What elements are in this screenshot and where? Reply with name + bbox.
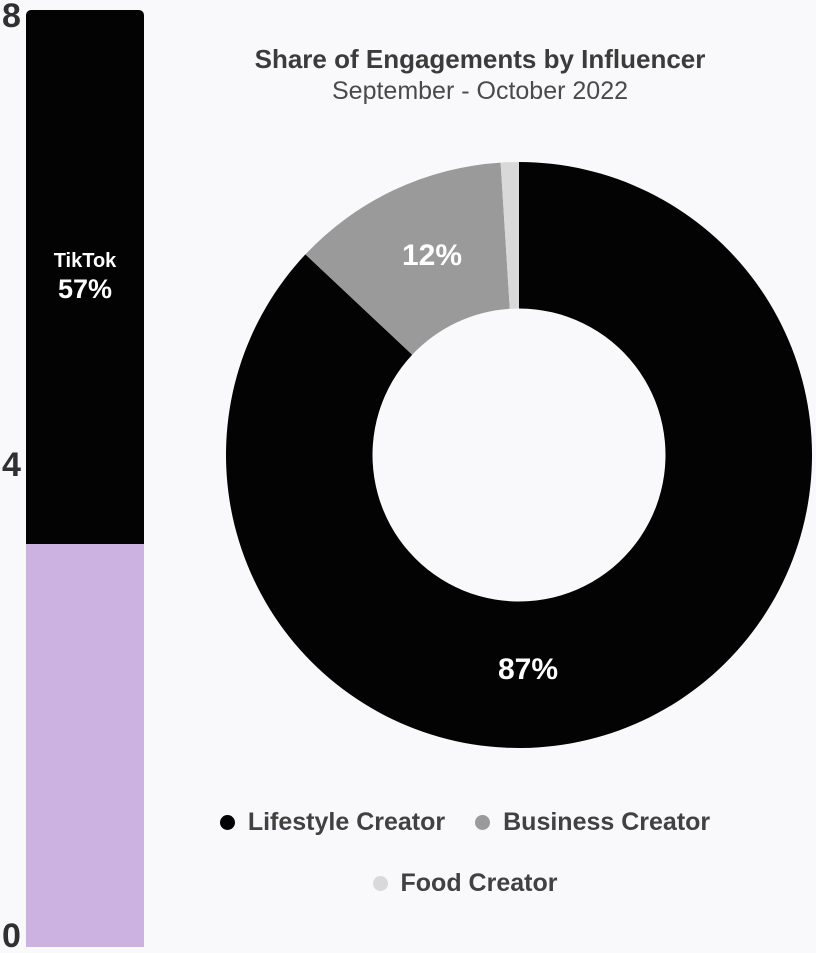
legend-label-lifestyle-creator: Lifestyle Creator [247,807,446,836]
legend-item-lifestyle-creator[interactable]: Lifestyle Creator [219,807,446,837]
chart-subtitle: September - October 2022 [332,77,628,105]
legend-row-1: Lifestyle Creator Business Creator [130,800,800,844]
donut-chart [226,160,812,750]
stacked-bar-platform-share: TikTok 57% [26,10,144,947]
donut-legend: Lifestyle Creator Business Creator Food … [130,800,800,905]
chart-title: Share of Engagements by Influencer [254,44,706,74]
donut-svg [226,162,812,748]
bar-segment-label: TikTok 57% [26,10,144,544]
y-tick-4: 4 [2,446,21,484]
bar-segment-other[interactable] [26,544,144,947]
legend-label-business-creator: Business Creator [503,807,711,836]
bar-segment-name: TikTok [53,249,117,272]
y-tick-8: 8 [2,0,21,35]
bar-segment-tiktok[interactable]: TikTok 57% [26,10,144,545]
y-tick-0: 0 [2,917,21,953]
bar-segment-percent: 57% [57,273,113,304]
donut-slice-lifestyle-creator[interactable] [226,162,812,748]
slice-label-business: 12% [401,239,463,272]
legend-item-food-creator[interactable]: Food Creator [372,868,558,898]
lifestyle-creator-dot-icon [219,814,235,830]
legend-label-food-creator: Food Creator [400,868,558,897]
food-creator-dot-icon [372,875,388,891]
donut-slice-business-creator[interactable] [305,162,510,355]
business-creator-dot-icon [475,814,491,830]
legend-row-2: Food Creator [130,861,800,905]
slice-label-lifestyle: 87% [497,653,559,686]
donut-slice-food-creator[interactable] [500,162,519,309]
legend-item-business-creator[interactable]: Business Creator [475,808,710,837]
